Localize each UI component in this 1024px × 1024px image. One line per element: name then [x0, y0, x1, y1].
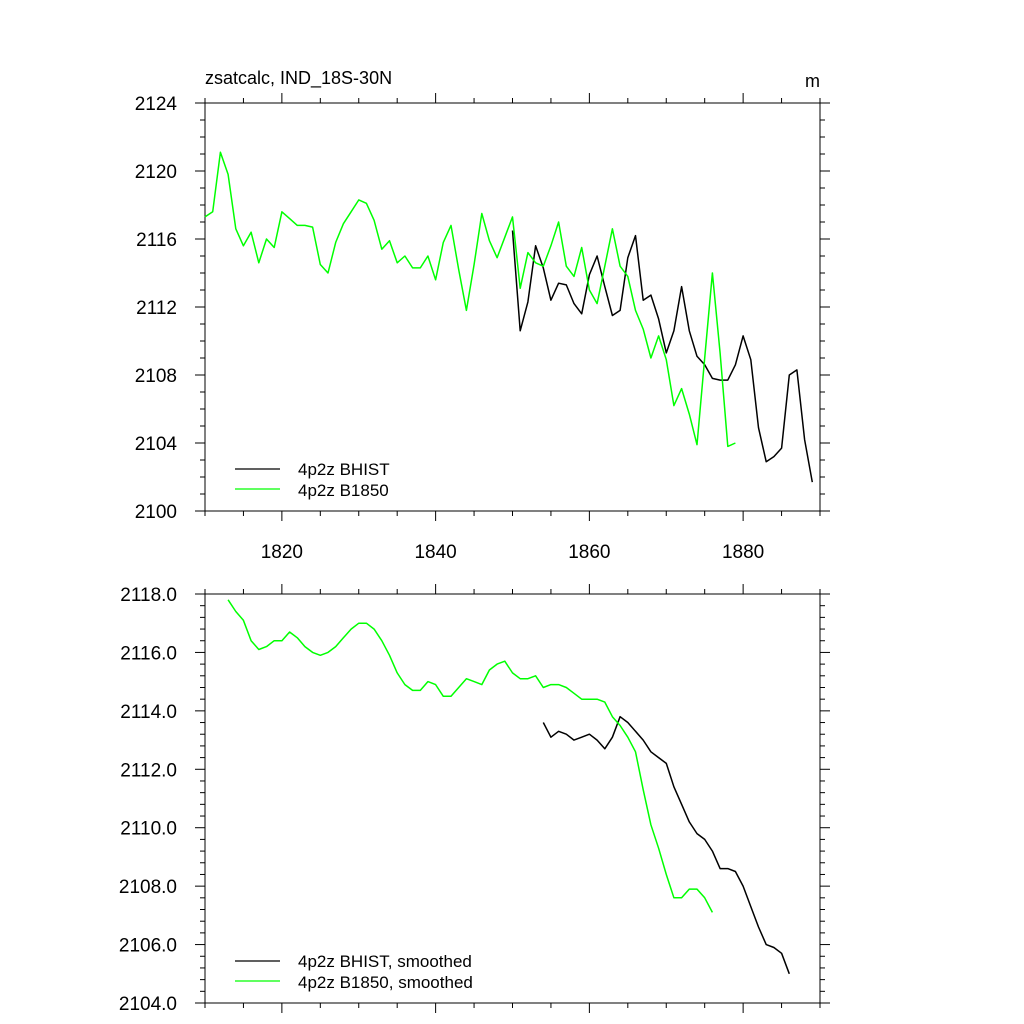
series-line-4p2z-b1850 — [204, 151, 736, 448]
x-tick-label: 1860 — [568, 542, 610, 563]
legend-label-bhist-smoothed: 4p2z BHIST, smoothed — [298, 952, 472, 971]
y-tick-label: 2124 — [135, 94, 178, 115]
y-tick-label: 2108 — [135, 366, 177, 387]
series-line-4p2z-bhist-smoothed — [542, 715, 791, 975]
chart-title: zsatcalc, IND_18S-30N — [205, 68, 392, 89]
axis-ticks — [195, 93, 830, 521]
y-tick-label: 2120 — [135, 162, 177, 183]
units-label: m — [805, 71, 820, 91]
y-tick-label: 2112.0 — [120, 760, 177, 781]
y-tick-label: 2118.0 — [120, 585, 177, 606]
legend: 4p2z BHIST 4p2z B1850 — [235, 460, 390, 500]
bottom-panel: 2104.0 2106.0 2108.0 2110.0 2112.0 2114.0 2116… — [119, 584, 830, 1015]
x-tick-label: 1840 — [414, 542, 456, 563]
y-tick-label: 2112 — [136, 298, 177, 319]
y-tick-label: 2104 — [135, 434, 178, 455]
series-line-4p2z-bhist — [511, 230, 814, 483]
series-lines — [227, 599, 791, 975]
legend: 4p2z BHIST, smoothed 4p2z B1850, smoothe… — [235, 952, 473, 992]
x-tick-label: 1880 — [722, 542, 764, 563]
y-tick-label: 2108.0 — [119, 877, 177, 898]
x-tick-labels: 1820 1840 1860 1880 — [261, 542, 765, 563]
y-tick-label: 2106.0 — [119, 936, 177, 957]
series-line-4p2z-b1850-smoothed — [227, 599, 714, 913]
legend-label-b1850: 4p2z B1850 — [298, 481, 389, 500]
legend-label-b1850-smoothed: 4p2z B1850, smoothed — [298, 973, 473, 992]
y-tick-label: 2110.0 — [120, 819, 177, 840]
series-lines — [204, 151, 814, 483]
legend-label-bhist: 4p2z BHIST — [298, 460, 390, 479]
axis-ticks — [195, 584, 830, 1013]
y-tick-label: 2114.0 — [120, 702, 177, 723]
y-tick-labels: 2104.0 2106.0 2108.0 2110.0 2112.0 2114.0 2116… — [119, 585, 177, 1015]
y-tick-label: 2100 — [135, 502, 177, 523]
y-tick-label: 2104.0 — [119, 994, 177, 1015]
y-tick-label: 2116 — [136, 230, 177, 251]
y-tick-labels: 2100 2104 2108 2112 2116 2120 2124 — [135, 94, 178, 523]
top-panel: zsatcalc, IND_18S-30N m 2100 2104 2108 2112… — [135, 68, 830, 563]
x-tick-label: 1820 — [261, 542, 303, 563]
y-tick-label: 2116.0 — [120, 643, 177, 664]
